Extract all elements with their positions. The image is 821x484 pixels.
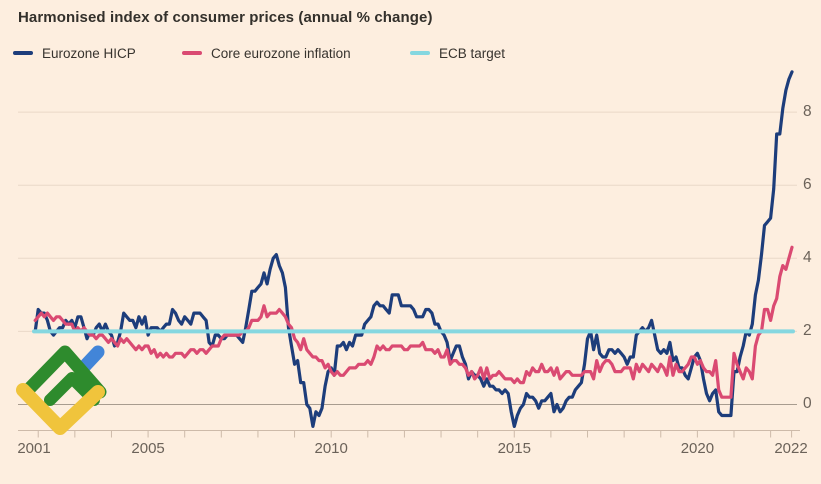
core-inflation-line <box>33 245 794 399</box>
logo-green-inner <box>44 372 100 406</box>
x-tick-label-2010: 2010 <box>314 440 348 457</box>
hicp-line <box>33 70 794 428</box>
legend-label: Core eurozone inflation <box>211 45 351 61</box>
y-tick-label-4: 4 <box>803 248 812 266</box>
y-tick-label-6: 6 <box>803 175 812 193</box>
y-tick-label-8: 8 <box>803 102 812 120</box>
litefinance-logo <box>16 345 107 435</box>
legend-swatch-ecb-target <box>410 50 430 56</box>
logo-blue-stroke <box>76 345 105 375</box>
chart-title: Harmonised index of consumer prices (ann… <box>18 9 433 26</box>
x-tick-label-2020: 2020 <box>680 440 715 457</box>
x-tick-label-2022: 2022 <box>774 440 808 457</box>
y-tick-label-2: 2 <box>803 321 812 339</box>
x-tick-label-2001: 2001 <box>17 440 51 457</box>
legend-swatch-eurozone-hicp <box>13 50 33 56</box>
logo-yellow-check <box>16 383 105 435</box>
logo-green-outer <box>23 345 107 399</box>
x-tick-label-2015: 2015 <box>497 440 531 457</box>
legend-swatch-core-inflation <box>182 50 202 56</box>
y-tick-label-0: 0 <box>803 395 812 412</box>
legend-item-ecb-target: ECB target <box>410 45 506 61</box>
x-tick-label-2005: 2005 <box>131 440 165 457</box>
legend-label: Eurozone HICP <box>42 45 136 61</box>
legend-item-eurozone-hicp: Eurozone HICP <box>13 45 136 61</box>
legend-item-core-inflation: Core eurozone inflation <box>182 45 351 61</box>
legend-label: ECB target <box>439 45 506 61</box>
